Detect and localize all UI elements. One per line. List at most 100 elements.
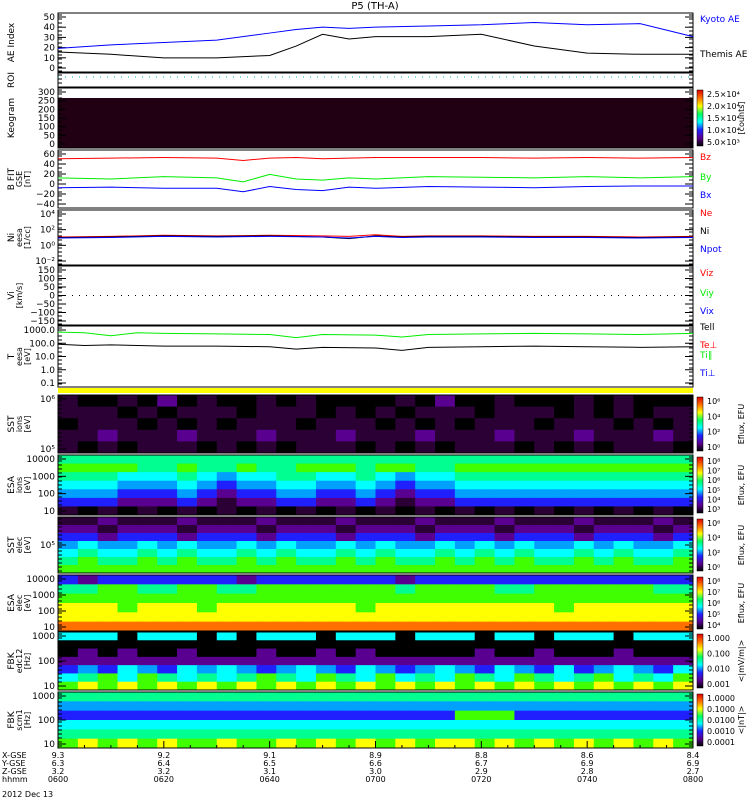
x-axis-row-label: Y-GSE <box>1 759 25 768</box>
legend-by: By <box>700 173 712 183</box>
spectrogram-cell <box>296 506 317 516</box>
spectrogram-cell <box>236 656 257 666</box>
colorbar-label: 10⁰ <box>707 443 720 452</box>
spectrogram-cell <box>613 429 634 442</box>
spectrogram-cell <box>157 455 178 465</box>
y-axis-label: elec <box>15 537 24 553</box>
spectrogram-cell <box>534 463 555 473</box>
spectrogram-cell <box>58 480 79 490</box>
spectrogram-cell <box>157 692 178 702</box>
spectrogram-cell <box>276 720 297 730</box>
spectrogram-cell <box>554 665 575 674</box>
spectrogram-cell <box>395 463 416 473</box>
spectrogram-cell <box>355 429 376 442</box>
y-axis-label: ESA <box>7 475 17 494</box>
spectrogram-cell <box>335 497 357 507</box>
spectrogram-cell <box>593 665 615 674</box>
spectrogram-cell <box>315 489 337 499</box>
spectrogram-cell <box>315 497 337 507</box>
spectrogram-cell <box>196 557 218 566</box>
spectrogram-cell <box>77 575 99 585</box>
spectrogram-cell <box>613 648 634 658</box>
spectrogram-cell <box>613 681 634 691</box>
spectrogram-cell <box>454 455 476 465</box>
spectrogram-cell <box>514 612 535 623</box>
spectrogram-cell <box>653 681 674 691</box>
spectrogram-cell <box>673 692 694 702</box>
spectrogram-cell <box>593 565 615 574</box>
spectrogram-cell <box>613 692 634 702</box>
spectrogram-cell <box>137 681 158 691</box>
spectrogram-cell <box>355 648 376 658</box>
spectrogram-cell <box>454 640 476 650</box>
colorbar-esae <box>696 576 704 630</box>
spectrogram-cell <box>216 557 238 566</box>
y-tick-label: 150 <box>38 266 55 276</box>
spectrogram-cell <box>256 406 277 419</box>
spectrogram-cell <box>435 506 456 516</box>
spectrogram-cell <box>276 681 297 691</box>
y-tick-label: 200 <box>38 105 55 115</box>
spectrogram-cell <box>474 729 496 740</box>
spectrogram-cell <box>653 455 674 465</box>
spectrogram-cell <box>137 429 158 442</box>
spectrogram-cell <box>573 497 595 507</box>
spectrogram-cell <box>633 525 654 534</box>
colorbar-label: 10⁶ <box>707 519 720 528</box>
spectrogram-cell <box>77 681 99 691</box>
spectrogram-cell <box>534 557 555 566</box>
spectrogram-cell <box>177 489 198 499</box>
spectrogram-cell <box>58 648 79 658</box>
spectrogram-cell <box>276 472 297 482</box>
spectrogram-cell <box>137 480 158 490</box>
colorbar-label: 10² <box>707 548 720 557</box>
spectrogram-cell <box>474 395 496 408</box>
spectrogram-cell <box>296 497 317 507</box>
colorbar-unit: <|mV/m|> <box>737 640 746 683</box>
spectrogram-cell <box>335 710 357 721</box>
spectrogram-cell <box>58 710 79 721</box>
spectrogram-cell <box>454 418 476 431</box>
x-tick-label: 3.2 <box>157 767 170 776</box>
spectrogram-cell <box>296 673 317 683</box>
spectrogram-cell <box>554 463 575 473</box>
spectrogram-cell <box>177 648 198 658</box>
spectrogram-cell <box>613 418 634 431</box>
spectrogram-cell <box>633 729 654 740</box>
spectrogram-cell <box>236 441 257 454</box>
spectrogram-cell <box>415 665 436 674</box>
spectrogram-cell <box>534 673 555 683</box>
spectrogram-cell <box>296 665 317 674</box>
spectrogram-cell <box>435 406 456 419</box>
spectrogram-cell <box>157 418 178 431</box>
y-tick-label: 100 <box>38 716 55 726</box>
spectrogram-cell <box>335 681 357 691</box>
spectrogram-cell <box>554 710 575 721</box>
spectrogram-cell <box>276 480 297 490</box>
colorbar-label: 10³ <box>707 505 720 514</box>
spectrogram-cell <box>613 565 634 574</box>
y-tick-label: 300 <box>38 88 55 98</box>
spectrogram-cell <box>375 517 396 526</box>
spectrogram-cell <box>673 541 694 550</box>
spectrogram-cell <box>633 557 654 566</box>
spectrogram-cell <box>157 541 178 550</box>
spectrogram-cell <box>117 648 138 658</box>
spectrogram-cell <box>335 517 357 526</box>
spectrogram-cell <box>613 710 634 721</box>
spectrogram-cell <box>554 395 575 408</box>
spectrogram-cell <box>276 738 297 749</box>
spectrogram-cell <box>196 656 218 666</box>
spectrogram-cell <box>534 441 555 454</box>
spectrogram-cell <box>355 517 376 526</box>
spectrogram-cell <box>573 506 595 516</box>
spectrogram-cell <box>375 557 396 566</box>
spectrogram-cell <box>474 565 496 574</box>
spectrogram-cell <box>435 673 456 683</box>
spectrogram-cell <box>573 549 595 558</box>
spectrogram-cell <box>355 632 376 641</box>
spectrogram-cell <box>454 692 476 702</box>
x-tick-label: 6.9 <box>581 759 594 768</box>
series-line-ti <box>57 331 694 339</box>
spectrogram-cell <box>276 640 297 650</box>
